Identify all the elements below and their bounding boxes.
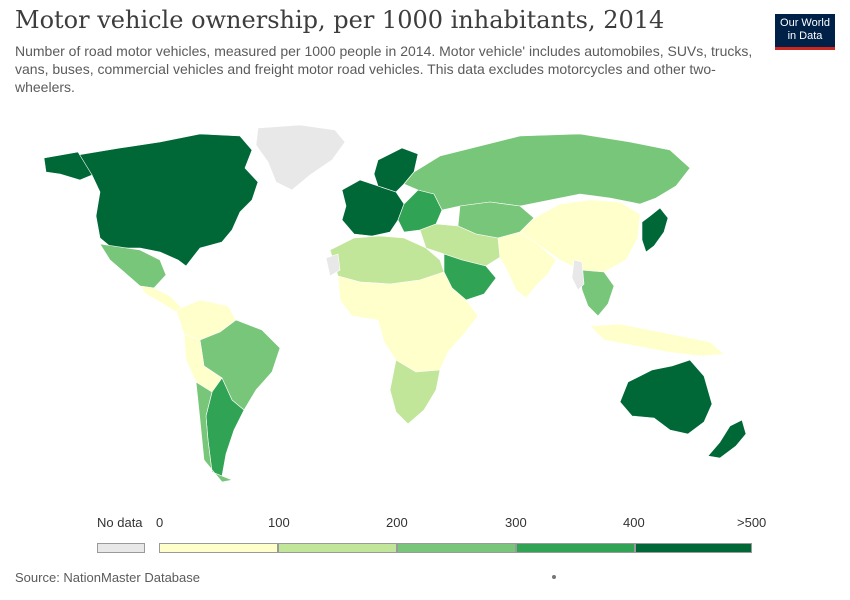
- legend-bin-0: [159, 543, 278, 553]
- legend-tick-2: 200: [386, 515, 408, 530]
- pager-dot[interactable]: [552, 575, 556, 579]
- region-india[interactable]: [497, 231, 557, 299]
- region-alaska[interactable]: [43, 151, 93, 181]
- legend-bin-4: [635, 543, 752, 553]
- legend-tick-4: 400: [623, 515, 645, 530]
- legend-tick-0: 0: [156, 515, 164, 530]
- region-southeast-asia[interactable]: [579, 269, 615, 317]
- logo-line-1: Our World: [780, 17, 830, 29]
- region-russia[interactable]: [403, 133, 691, 211]
- region-indonesia[interactable]: [589, 323, 725, 357]
- source-note: Source: NationMaster Database: [15, 570, 200, 585]
- region-japan-korea[interactable]: [641, 207, 669, 253]
- region-canada-usa[interactable]: [77, 133, 259, 267]
- region-sub-saharan-africa[interactable]: [337, 271, 479, 373]
- region-greenland[interactable]: [255, 124, 346, 191]
- legend-tick-3: 300: [505, 515, 527, 530]
- region-australia[interactable]: [619, 359, 713, 435]
- legend-bin-3: [516, 543, 635, 553]
- chart-title: Motor vehicle ownership, per 1000 inhabi…: [15, 6, 665, 34]
- legend-bin-1: [278, 543, 397, 553]
- chart-subtitle: Number of road motor vehicles, measured …: [15, 43, 753, 95]
- legend-tick-5: >500: [737, 515, 767, 530]
- legend-nodata-swatch: [97, 543, 145, 553]
- region-western-europe[interactable]: [341, 179, 405, 237]
- region-western-sahara[interactable]: [325, 253, 341, 277]
- legend-bin-2: [397, 543, 516, 553]
- region-southern-africa[interactable]: [389, 359, 441, 425]
- logo-line-2: in Data: [787, 30, 823, 42]
- region-chile[interactable]: [195, 381, 233, 483]
- owid-logo[interactable]: Our World in Data: [775, 14, 835, 50]
- legend-tick-1: 100: [268, 515, 290, 530]
- region-myanmar[interactable]: [571, 259, 585, 291]
- region-new-zealand[interactable]: [707, 419, 747, 459]
- world-map: [43, 124, 747, 483]
- legend-nodata-label: No data: [97, 515, 143, 530]
- region-central-america[interactable]: [139, 285, 183, 313]
